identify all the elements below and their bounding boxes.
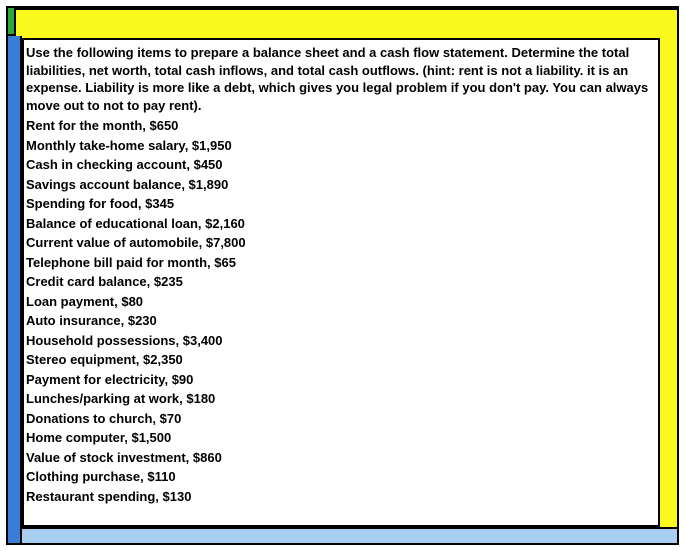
line-item: Auto insurance, $230 (26, 311, 654, 331)
line-item: Value of stock investment, $860 (26, 448, 654, 468)
line-item: Donations to church, $70 (26, 409, 654, 429)
line-item: Lunches/parking at work, $180 (26, 389, 654, 409)
intro-text: Use the following items to prepare a bal… (26, 44, 654, 114)
left-blue-strip (8, 36, 22, 543)
line-item: Payment for electricity, $90 (26, 370, 654, 390)
line-item: Home computer, $1,500 (26, 428, 654, 448)
line-item: Loan payment, $80 (26, 292, 654, 312)
line-item: Household possessions, $3,400 (26, 331, 654, 351)
line-item: Savings account balance, $1,890 (26, 175, 654, 195)
line-item: Monthly take-home salary, $1,950 (26, 136, 654, 156)
line-item: Spending for food, $345 (26, 194, 654, 214)
outer-frame: Use the following items to prepare a bal… (6, 6, 679, 545)
line-item: Rent for the month, $650 (26, 116, 654, 136)
line-item: Cash in checking account, $450 (26, 155, 654, 175)
line-item: Telephone bill paid for month, $65 (26, 253, 654, 273)
line-item: Restaurant spending, $130 (26, 487, 654, 507)
line-item: Clothing purchase, $110 (26, 467, 654, 487)
line-item: Balance of educational loan, $2,160 (26, 214, 654, 234)
content-box: Use the following items to prepare a bal… (22, 38, 660, 527)
line-item: Credit card balance, $235 (26, 272, 654, 292)
bottom-blue-strip (22, 527, 677, 543)
line-item: Stereo equipment, $2,350 (26, 350, 654, 370)
line-item: Current value of automobile, $7,800 (26, 233, 654, 253)
